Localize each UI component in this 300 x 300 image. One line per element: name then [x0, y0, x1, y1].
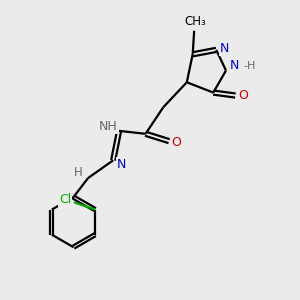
- Text: N: N: [230, 59, 239, 72]
- Text: NH: NH: [98, 120, 117, 133]
- Text: -H: -H: [244, 61, 256, 71]
- Text: Cl: Cl: [59, 193, 71, 206]
- Text: O: O: [238, 89, 248, 102]
- Text: N: N: [220, 42, 229, 55]
- Text: N: N: [117, 158, 126, 171]
- Text: CH₃: CH₃: [184, 15, 206, 28]
- Text: O: O: [172, 136, 182, 149]
- Text: H: H: [74, 166, 82, 178]
